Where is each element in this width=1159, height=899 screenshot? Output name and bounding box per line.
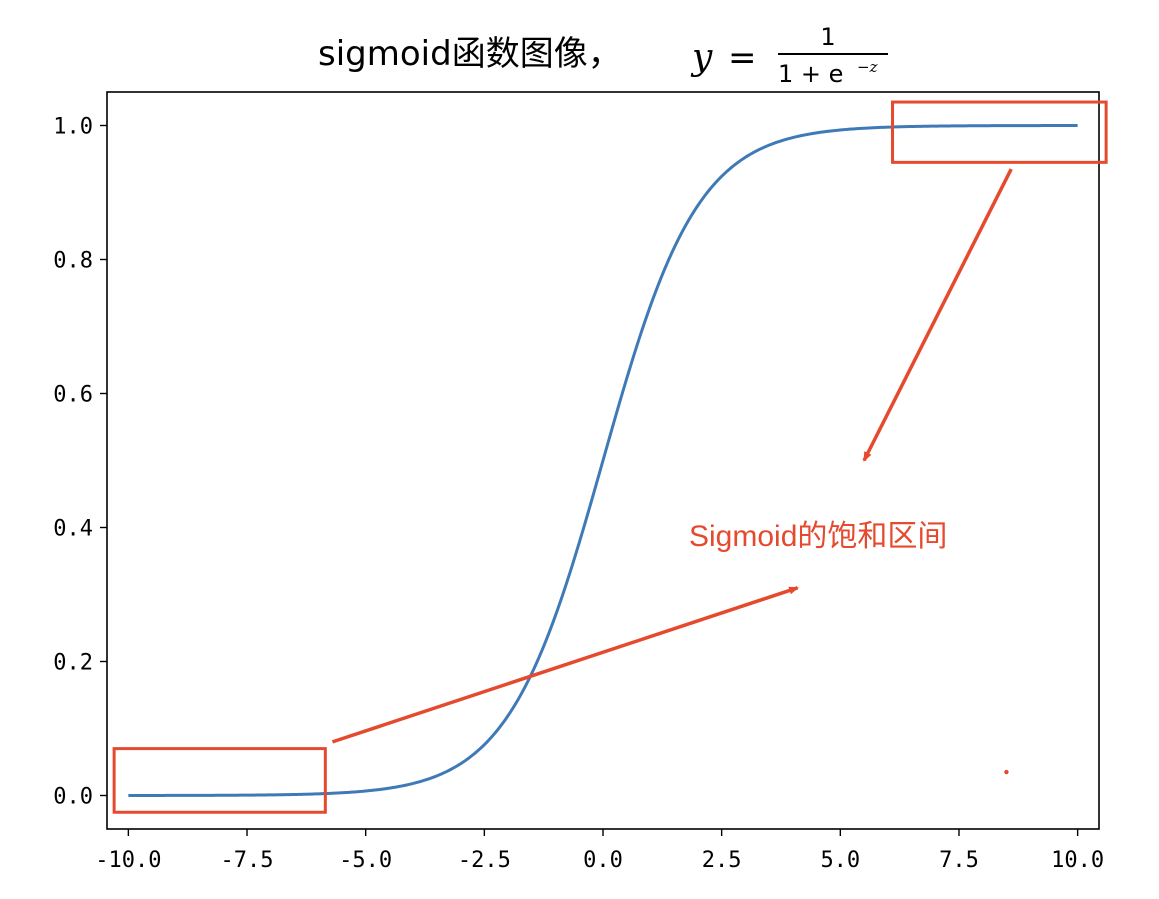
y-tick-label: 0.6 <box>53 383 93 408</box>
low-saturation-box <box>112 747 327 814</box>
x-tick-label: -10.0 <box>95 848 161 873</box>
chart-title: sigmoid函数图像， y = 1 1 + e −z <box>318 23 888 88</box>
x-tick-label: 2.5 <box>702 848 742 873</box>
sigmoid-curve <box>128 124 1078 797</box>
y-tick-label: 0.2 <box>53 651 93 676</box>
saturation-label: Sigmoid的饱和区间 <box>689 520 947 553</box>
x-tick-label: 0.0 <box>583 848 623 873</box>
saturation-annotation: Sigmoid的饱和区间 <box>112 100 1108 814</box>
high-saturation-box <box>891 100 1108 164</box>
x-axis: -10.0 -7.5 -5.0 -2.5 0.0 2.5 5.0 7.5 10.0 <box>95 829 1104 873</box>
x-tick-label: -7.5 <box>221 848 274 873</box>
title-formula-numerator: 1 <box>820 23 835 51</box>
y-tick-label: 0.8 <box>53 249 93 274</box>
title-formula-denominator: 1 + e <box>778 60 843 88</box>
low-saturation-arrow <box>331 586 800 744</box>
x-tick-label: -5.0 <box>339 848 392 873</box>
high-saturation-arrow <box>862 168 1013 462</box>
y-tick-label: 1.0 <box>53 115 93 140</box>
x-tick-label: 5.0 <box>820 848 860 873</box>
y-axis: 0.0 0.2 0.4 0.6 0.8 1.0 <box>53 115 107 810</box>
x-tick-label: -2.5 <box>458 848 511 873</box>
x-tick-label: 10.0 <box>1051 848 1104 873</box>
y-tick-label: 0.4 <box>53 517 93 542</box>
x-tick-label: 7.5 <box>939 848 979 873</box>
title-formula-equals: = <box>728 38 757 78</box>
annotation-dot <box>1004 769 1009 775</box>
title-formula-y: y <box>690 37 713 78</box>
title-text: sigmoid函数图像， <box>318 34 622 74</box>
y-tick-label: 0.0 <box>53 785 93 810</box>
title-formula-exponent: −z <box>857 58 878 76</box>
